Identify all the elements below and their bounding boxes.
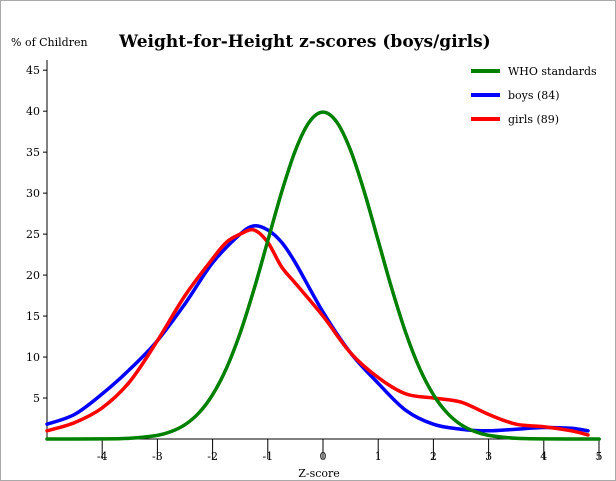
x-tick-label: -2 xyxy=(207,450,218,463)
legend-label: girls (89) xyxy=(508,113,559,126)
y-tick-label: 25 xyxy=(26,228,40,241)
y-tick-label: 45 xyxy=(26,64,40,77)
who-standards-line xyxy=(45,110,601,441)
chart-title: Weight-for-Height z-scores (boys/girls) xyxy=(118,32,491,52)
x-tick-label: -3 xyxy=(152,450,163,463)
legend: WHO standards boys (84) girls (89) xyxy=(471,65,597,126)
x-tick-label: 1 xyxy=(375,450,382,463)
y-tick-label: 5 xyxy=(33,392,40,405)
y-tick-label: 15 xyxy=(26,310,40,323)
y-tick-label: 10 xyxy=(26,351,40,364)
y-tick-label: 35 xyxy=(26,146,40,159)
x-tick-label: 0 xyxy=(320,450,327,463)
legend-who-standards: WHO standards xyxy=(471,65,597,78)
y-tick-label: 40 xyxy=(26,105,40,118)
legend-girls: girls (89) xyxy=(471,113,559,126)
series-lines xyxy=(45,110,601,441)
girls-line xyxy=(45,227,590,437)
x-tick-label: -1 xyxy=(262,450,273,463)
x-tick-label: 2 xyxy=(430,450,437,463)
x-tick-label: 3 xyxy=(485,450,492,463)
legend-label: boys (84) xyxy=(508,89,560,102)
legend-label: WHO standards xyxy=(508,65,597,78)
legend-boys: boys (84) xyxy=(471,89,560,102)
x-axis-label: Z-score xyxy=(298,467,340,480)
boys-line xyxy=(45,224,590,433)
x-tick-label: 4 xyxy=(540,450,547,463)
y-tick-label: 30 xyxy=(26,187,40,200)
x-tick-label: 5 xyxy=(596,450,603,463)
y-tick-label: 20 xyxy=(26,269,40,282)
y-axis-label: % of Children xyxy=(11,36,88,49)
x-tick-label: -4 xyxy=(97,450,108,463)
